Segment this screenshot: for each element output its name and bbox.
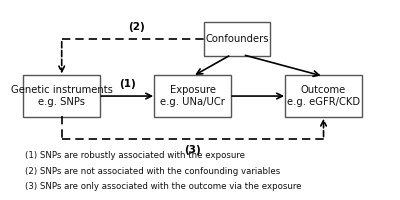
- Text: (1) SNPs are robustly associated with the exposure: (1) SNPs are robustly associated with th…: [25, 151, 245, 160]
- Text: (3): (3): [184, 145, 201, 155]
- Text: Confounders: Confounders: [205, 34, 269, 44]
- Text: Exposure
e.g. UNa/UCr: Exposure e.g. UNa/UCr: [160, 85, 225, 107]
- FancyBboxPatch shape: [204, 22, 270, 56]
- FancyBboxPatch shape: [23, 75, 100, 117]
- Text: (1): (1): [119, 79, 136, 89]
- Text: (2): (2): [128, 22, 145, 32]
- FancyBboxPatch shape: [154, 75, 231, 117]
- Text: Genetic instruments
e.g. SNPs: Genetic instruments e.g. SNPs: [11, 85, 113, 107]
- FancyBboxPatch shape: [285, 75, 362, 117]
- Text: (2) SNPs are not associated with the confounding variables: (2) SNPs are not associated with the con…: [25, 166, 280, 176]
- Text: (3) SNPs are only associated with the outcome via the exposure: (3) SNPs are only associated with the ou…: [25, 182, 302, 191]
- Text: Outcome
e.g. eGFR/CKD: Outcome e.g. eGFR/CKD: [287, 85, 360, 107]
